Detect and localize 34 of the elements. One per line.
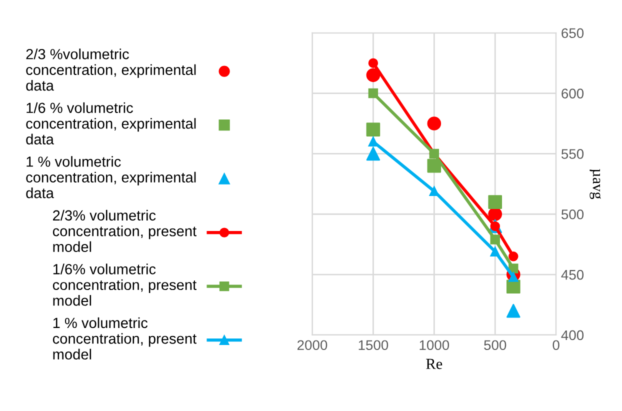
x-tick-label: 2000 [297,340,328,350]
x-axis-title: Re [426,358,442,370]
point [429,186,440,196]
point [368,88,378,98]
y-tick-label: 400 [561,330,584,340]
legend-label: 1/6 % volumetric concentration, exprimental data [26,102,196,144]
legend-label: 1/6% volumetric concentration, present model [52,264,196,306]
point [488,195,502,209]
point [366,68,380,82]
point [366,122,380,136]
point [427,116,442,130]
y-tick-label: 450 [561,270,584,280]
y-axis-title: µavg [590,168,601,200]
legend-label: 2/3% volumetric concentration, present model [52,210,196,252]
point [368,58,378,68]
x-tick-label: 1500 [358,340,388,350]
y-tick-label: 500 [561,209,584,220]
point [490,234,500,244]
point [366,146,380,161]
point [506,304,520,318]
point [490,246,500,256]
legend-label: 1 % volumetric concentration, exprimental data [26,156,196,198]
x-tick-label: 0 [552,340,560,350]
legend-label: 2/3 %volumetric concentration, exprimental data [26,48,196,91]
y-tick-label: 650 [562,28,584,38]
legend-label: 1 % volumetric concentration, present model [52,317,196,360]
x-tick-label: 500 [484,340,506,350]
x-tick-label: 1000 [420,340,450,350]
y-tick-label: 550 [561,149,584,159]
y-tick-label: 600 [562,88,584,98]
point [508,252,518,262]
point [368,136,378,146]
point [506,280,520,294]
point [508,264,518,274]
